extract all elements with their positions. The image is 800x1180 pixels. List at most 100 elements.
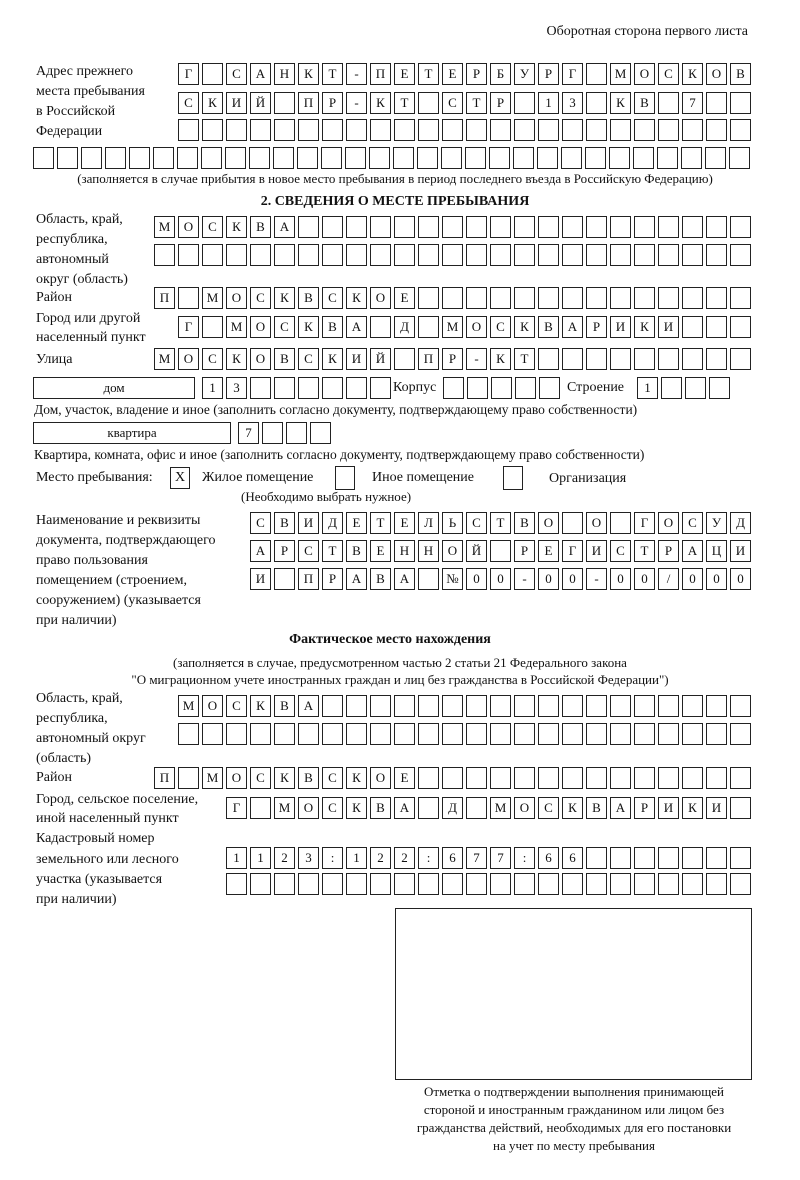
char-cell[interactable] [490, 119, 511, 141]
char-cell[interactable] [538, 723, 559, 745]
char-cell[interactable] [273, 147, 294, 169]
char-cell[interactable] [370, 119, 391, 141]
char-cell[interactable] [539, 377, 560, 399]
char-cell[interactable] [658, 287, 679, 309]
char-cell[interactable]: И [226, 92, 247, 114]
char-cell[interactable] [202, 723, 223, 745]
char-cell[interactable]: И [250, 568, 271, 590]
char-cell[interactable]: - [346, 92, 367, 114]
char-cell[interactable]: О [370, 767, 391, 789]
char-cell[interactable] [442, 873, 463, 895]
char-cell[interactable] [202, 119, 223, 141]
char-cell[interactable] [370, 695, 391, 717]
char-cell[interactable] [538, 287, 559, 309]
char-cell[interactable] [706, 119, 727, 141]
char-cell[interactable]: Л [418, 512, 439, 534]
char-cell[interactable] [274, 119, 295, 141]
char-cell[interactable] [610, 873, 631, 895]
char-cell[interactable] [202, 316, 223, 338]
char-cell[interactable] [262, 422, 283, 444]
char-cell[interactable] [250, 119, 271, 141]
char-cell[interactable] [730, 119, 751, 141]
char-cell[interactable] [729, 147, 750, 169]
char-cell[interactable] [706, 348, 727, 370]
char-cell[interactable] [490, 723, 511, 745]
char-cell[interactable] [682, 348, 703, 370]
char-cell[interactable]: П [370, 63, 391, 85]
char-cell[interactable]: К [226, 348, 247, 370]
char-cell[interactable]: М [154, 348, 175, 370]
char-cell[interactable] [682, 767, 703, 789]
char-cell[interactable]: 0 [634, 568, 655, 590]
char-cell[interactable] [538, 348, 559, 370]
char-cell[interactable] [730, 316, 751, 338]
char-cell[interactable]: О [466, 316, 487, 338]
char-cell[interactable] [418, 287, 439, 309]
char-cell[interactable] [418, 723, 439, 745]
char-cell[interactable] [466, 767, 487, 789]
char-cell[interactable]: Д [322, 512, 343, 534]
char-cell[interactable] [514, 695, 535, 717]
char-cell[interactable]: Т [322, 540, 343, 562]
char-cell[interactable] [178, 287, 199, 309]
char-cell[interactable] [682, 723, 703, 745]
char-cell[interactable] [634, 119, 655, 141]
char-cell[interactable] [202, 63, 223, 85]
char-cell[interactable]: Д [442, 797, 463, 819]
char-cell[interactable] [394, 216, 415, 238]
char-cell[interactable] [634, 847, 655, 869]
char-cell[interactable] [153, 147, 174, 169]
char-cell[interactable]: Г [178, 316, 199, 338]
char-cell[interactable] [562, 767, 583, 789]
char-cell[interactable]: С [322, 287, 343, 309]
char-cell[interactable] [490, 287, 511, 309]
char-cell[interactable] [466, 287, 487, 309]
char-cell[interactable] [610, 287, 631, 309]
char-cell[interactable]: - [514, 568, 535, 590]
char-cell[interactable] [682, 873, 703, 895]
char-cell[interactable]: О [658, 512, 679, 534]
char-cell[interactable] [418, 92, 439, 114]
char-cell[interactable]: М [490, 797, 511, 819]
char-cell[interactable]: В [346, 540, 367, 562]
char-cell[interactable]: С [610, 540, 631, 562]
char-cell[interactable] [178, 244, 199, 266]
char-cell[interactable] [681, 147, 702, 169]
char-cell[interactable]: Г [562, 540, 583, 562]
char-cell[interactable]: С [178, 92, 199, 114]
char-cell[interactable] [610, 847, 631, 869]
char-cell[interactable]: С [442, 92, 463, 114]
char-cell[interactable]: Н [274, 63, 295, 85]
char-cell[interactable] [346, 216, 367, 238]
char-cell[interactable]: А [250, 540, 271, 562]
char-cell[interactable]: 0 [730, 568, 751, 590]
char-cell[interactable]: / [658, 568, 679, 590]
char-cell[interactable]: О [514, 797, 535, 819]
char-cell[interactable] [586, 348, 607, 370]
char-cell[interactable] [274, 568, 295, 590]
char-cell[interactable] [661, 377, 682, 399]
char-cell[interactable] [489, 147, 510, 169]
char-cell[interactable] [178, 119, 199, 141]
char-cell[interactable]: Т [370, 512, 391, 534]
char-cell[interactable] [682, 847, 703, 869]
char-cell[interactable]: А [274, 216, 295, 238]
char-cell[interactable] [538, 767, 559, 789]
char-cell[interactable]: М [154, 216, 175, 238]
char-cell[interactable]: Е [394, 63, 415, 85]
char-cell[interactable] [634, 723, 655, 745]
char-cell[interactable] [441, 147, 462, 169]
char-cell[interactable] [514, 767, 535, 789]
char-cell[interactable] [369, 147, 390, 169]
char-cell[interactable]: О [226, 767, 247, 789]
char-cell[interactable] [346, 873, 367, 895]
char-cell[interactable] [322, 873, 343, 895]
char-cell[interactable]: 1 [538, 92, 559, 114]
char-cell[interactable] [730, 92, 751, 114]
char-cell[interactable] [586, 119, 607, 141]
char-cell[interactable] [394, 723, 415, 745]
char-cell[interactable] [322, 119, 343, 141]
char-cell[interactable] [610, 119, 631, 141]
char-cell[interactable] [226, 873, 247, 895]
char-cell[interactable]: С [298, 348, 319, 370]
